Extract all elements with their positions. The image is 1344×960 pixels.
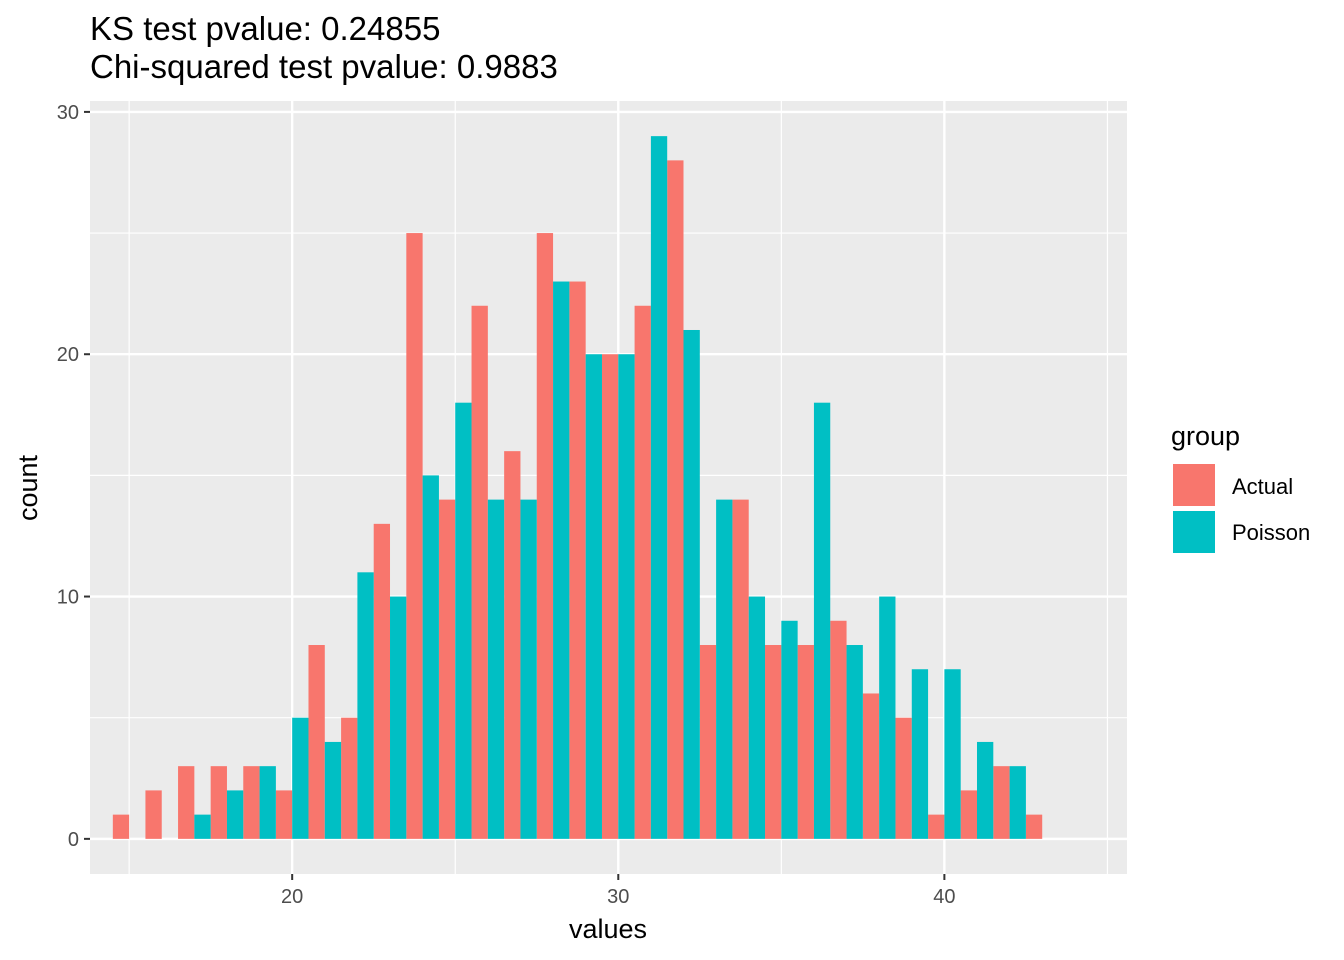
bar-actual-27 [504, 451, 521, 839]
chart-title-line-1: KS test pvalue: 0.24855 [90, 10, 440, 47]
legend-key-actual [1173, 464, 1215, 506]
bar-poisson-25 [455, 402, 472, 839]
bar-actual-38 [862, 693, 880, 839]
bars [112, 136, 1043, 839]
bar-actual-34 [732, 499, 749, 839]
bar-actual-35 [765, 645, 782, 839]
x-tick-label: 40 [933, 886, 955, 908]
bar-actual-23 [373, 523, 391, 839]
bar-poisson-21 [324, 741, 342, 839]
bar-actual-42 [993, 766, 1010, 839]
bar-poisson-39 [911, 669, 929, 839]
chart-title-line-2: Chi-squared test pvalue: 0.9883 [90, 48, 558, 85]
bar-actual-40 [928, 814, 945, 839]
bar-poisson-42 [1009, 766, 1026, 839]
bar-actual-22 [341, 717, 358, 839]
bar-poisson-18 [226, 790, 244, 839]
bar-actual-17 [178, 766, 195, 839]
bar-poisson-26 [487, 499, 505, 839]
bar-actual-24 [406, 233, 423, 839]
bar-actual-16 [145, 790, 162, 839]
bar-actual-18 [210, 766, 227, 839]
bar-actual-21 [308, 645, 325, 839]
bar-poisson-27 [520, 499, 537, 839]
bar-poisson-37 [846, 645, 863, 839]
bar-poisson-38 [879, 596, 896, 839]
bar-actual-41 [960, 790, 977, 839]
axes: 20 30 40 0 10 20 30 [57, 102, 956, 908]
bar-poisson-33 [716, 499, 733, 839]
x-axis-title: values [569, 914, 647, 944]
bar-poisson-19 [259, 766, 276, 839]
bar-actual-19 [243, 766, 260, 839]
bar-poisson-30 [618, 354, 635, 839]
bar-actual-31 [634, 305, 651, 839]
bar-poisson-28 [553, 281, 570, 839]
bar-poisson-20 [292, 717, 309, 839]
bar-poisson-32 [683, 329, 700, 839]
bar-actual-30 [601, 354, 619, 839]
legend-title: group [1171, 421, 1240, 451]
y-tick-label: 0 [68, 829, 79, 851]
bar-poisson-29 [585, 354, 602, 839]
bar-actual-20 [275, 790, 293, 839]
bar-poisson-17 [194, 814, 211, 839]
bar-actual-43 [1025, 814, 1043, 839]
bar-actual-26 [471, 305, 488, 839]
legend-label-actual: Actual [1232, 474, 1293, 499]
bar-poisson-34 [748, 596, 766, 839]
bar-poisson-36 [813, 402, 831, 839]
legend-label-poisson: Poisson [1232, 520, 1310, 545]
bar-poisson-35 [781, 620, 798, 839]
bar-poisson-40 [944, 669, 961, 839]
y-tick-label: 30 [57, 102, 79, 124]
bar-actual-15 [112, 814, 130, 839]
bar-actual-29 [569, 281, 586, 839]
bar-actual-39 [895, 717, 912, 839]
bar-poisson-24 [422, 475, 439, 839]
bar-poisson-22 [357, 572, 374, 839]
y-axis-title: count [13, 454, 43, 521]
x-tick-label: 30 [607, 886, 629, 908]
y-tick-label: 20 [57, 344, 79, 366]
bar-actual-25 [438, 499, 456, 839]
bar-poisson-23 [390, 596, 407, 839]
bar-actual-36 [797, 645, 814, 839]
x-tick-label: 20 [281, 886, 303, 908]
y-tick-label: 10 [57, 587, 79, 609]
bar-actual-32 [667, 160, 684, 839]
bar-poisson-31 [650, 136, 668, 839]
bar-poisson-41 [976, 741, 994, 839]
legend: group Actual Poisson [1171, 421, 1310, 553]
bar-actual-33 [699, 645, 717, 839]
legend-key-poisson [1173, 511, 1215, 553]
bar-actual-37 [830, 620, 847, 839]
bar-actual-28 [536, 233, 554, 839]
